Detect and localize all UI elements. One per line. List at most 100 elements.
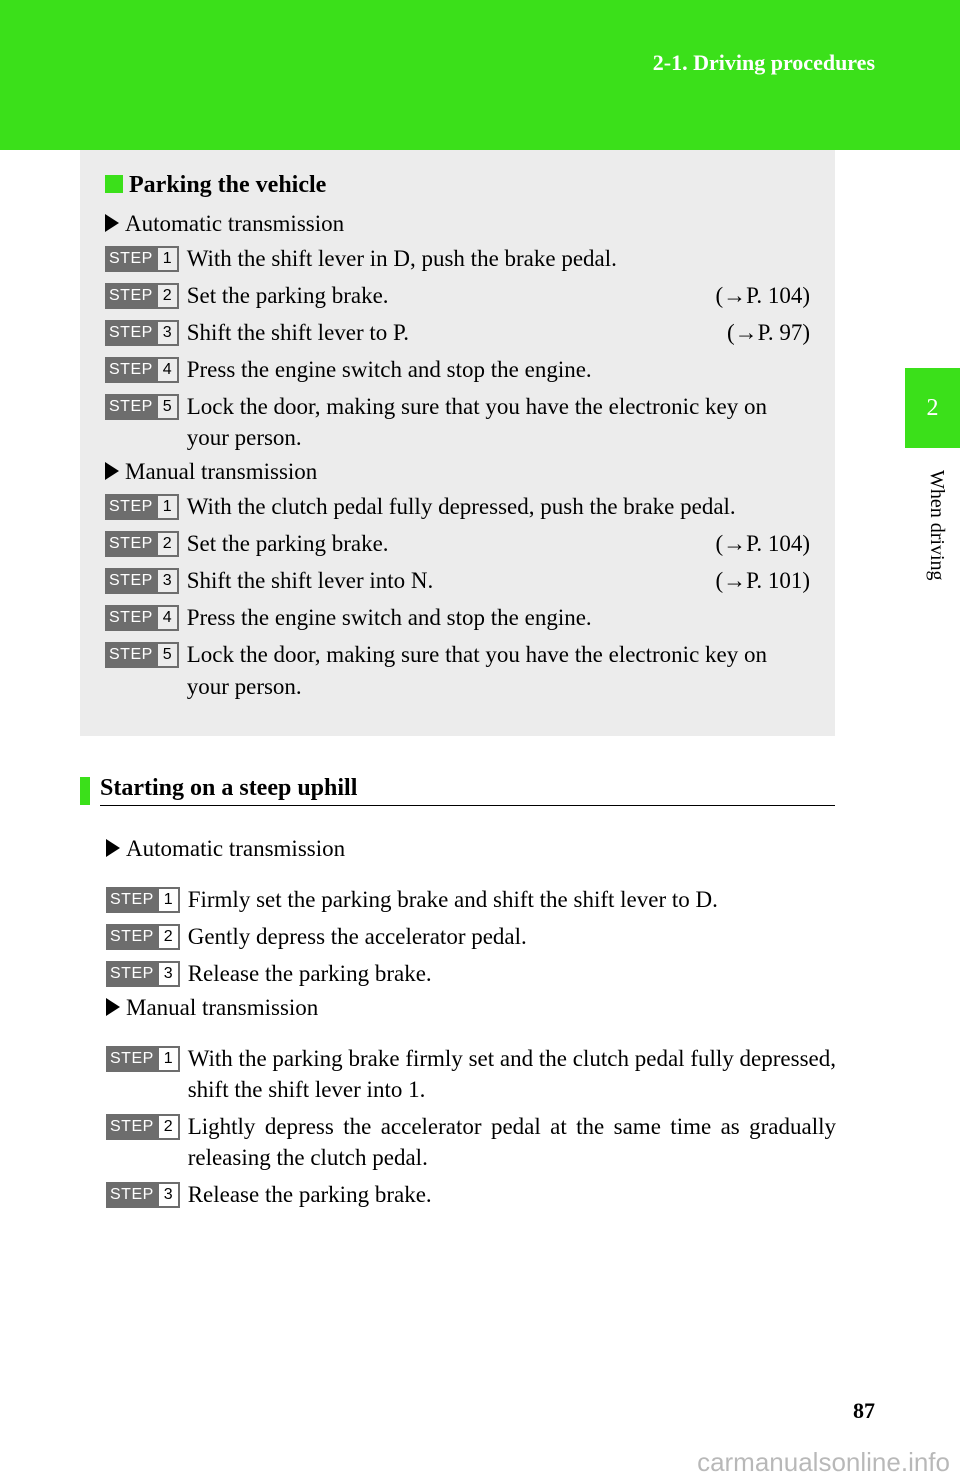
step-text: Lock the door, making sure that you have… <box>187 391 810 453</box>
step-row: STEP1 Firmly set the parking brake and sh… <box>106 884 836 915</box>
step-num: 2 <box>156 531 179 557</box>
step-word: STEP <box>105 531 156 557</box>
triangle-icon <box>105 214 119 232</box>
page-ref: (→P. 101) <box>715 565 810 596</box>
step-badge: STEP3 <box>106 1182 180 1208</box>
step-badge: STEP4 <box>105 357 179 383</box>
step-num: 3 <box>157 1182 180 1208</box>
step-badge: STEP1 <box>105 246 179 272</box>
step-word: STEP <box>105 642 156 668</box>
step-word: STEP <box>105 605 156 631</box>
auto-label-2: Automatic transmission <box>126 836 345 861</box>
triangle-icon <box>106 839 120 857</box>
heading-bar-icon <box>80 777 90 805</box>
step-row: STEP3 Release the parking brake. <box>106 958 836 989</box>
step-row: STEP4 Press the engine switch and stop th… <box>105 354 810 385</box>
page-ref: (→P. 104) <box>715 280 810 311</box>
step-text: Lightly depress the accelerator pedal at… <box>188 1111 836 1173</box>
step-num: 4 <box>156 357 179 383</box>
step-text: Firmly set the parking brake and shift t… <box>188 884 836 915</box>
parking-panel: Parking the vehicle Automatic transmissi… <box>80 150 835 736</box>
manual-label: Manual transmission <box>125 459 317 484</box>
step-num: 5 <box>156 642 179 668</box>
step-row: STEP1With the shift lever in D, push the… <box>105 243 810 274</box>
page-number: 87 <box>853 1398 875 1424</box>
step-word: STEP <box>105 394 156 420</box>
step-word: STEP <box>106 1114 157 1140</box>
auto-label: Automatic transmission <box>125 211 344 236</box>
step-num: 3 <box>157 961 180 987</box>
auto-subheading: Automatic transmission <box>105 211 810 237</box>
step-num: 3 <box>156 320 179 346</box>
step-num: 3 <box>156 568 179 594</box>
step-text: Set the parking brake. <box>187 280 389 311</box>
step-word: STEP <box>106 924 157 950</box>
square-bullet-icon <box>105 175 123 193</box>
step-row: STEP2 Set the parking brake. (→P. 104) <box>105 528 810 559</box>
step-text: Lock the door, making sure that you have… <box>187 639 810 701</box>
step-word: STEP <box>106 1046 157 1072</box>
step-word: STEP <box>105 283 156 309</box>
step-row: STEP2 Set the parking brake. (→P. 104) <box>105 280 810 311</box>
step-badge: STEP4 <box>105 605 179 631</box>
step-badge: STEP1 <box>106 1046 180 1072</box>
step-num: 2 <box>157 924 180 950</box>
step-text: Gently depress the accelerator pedal. <box>188 921 836 952</box>
step-word: STEP <box>105 320 156 346</box>
step-word: STEP <box>105 494 156 520</box>
step-text: Release the parking brake. <box>188 958 836 989</box>
step-num: 4 <box>156 605 179 631</box>
step-row: STEP1 With the parking brake firmly set a… <box>106 1043 836 1105</box>
step-word: STEP <box>105 568 156 594</box>
header-section-text: 2-1. Driving procedures <box>653 50 875 76</box>
watermark: carmanualsonline.info <box>697 1447 950 1478</box>
step-text: Set the parking brake. <box>187 528 389 559</box>
step-row: STEP5 Lock the door, making sure that you… <box>105 391 810 453</box>
chapter-label: When driving <box>925 470 948 581</box>
step-text: Shift the shift lever into N. <box>187 565 434 596</box>
step-badge: STEP1 <box>106 887 180 913</box>
step-badge: STEP2 <box>105 531 179 557</box>
step-num: 2 <box>157 1114 180 1140</box>
step-badge: STEP2 <box>105 283 179 309</box>
step-text: Press the engine switch and stop the eng… <box>187 354 810 385</box>
step-num: 1 <box>156 494 179 520</box>
step-text: Release the parking brake. <box>188 1179 836 1210</box>
page-ref: (→P. 104) <box>715 528 810 559</box>
step-badge: STEP3 <box>105 320 179 346</box>
step-badge: STEP1 <box>105 494 179 520</box>
step-word: STEP <box>106 961 157 987</box>
step-badge: STEP5 <box>105 642 179 668</box>
step-num: 5 <box>156 394 179 420</box>
step-text: Shift the shift lever to P. <box>187 317 409 348</box>
step-word: STEP <box>106 1182 157 1208</box>
page-ref: (→P. 97) <box>727 317 810 348</box>
uphill-block: Automatic transmission STEP1Firmly set t… <box>106 830 836 1216</box>
step-row: STEP3 Shift the shift lever into N. (→P. 1… <box>105 565 810 596</box>
chapter-tab: 2 <box>905 368 960 448</box>
section-heading: Starting on a steep uphill <box>80 775 835 806</box>
auto-subheading-2: Automatic transmission <box>106 836 836 862</box>
panel-title-text: Parking the vehicle <box>129 172 326 198</box>
step-row: STEP2 Gently depress the accelerator peda… <box>106 921 836 952</box>
step-num: 1 <box>157 1046 180 1072</box>
step-word: STEP <box>105 357 156 383</box>
triangle-icon <box>105 462 119 480</box>
step-text: With the clutch pedal fully depressed, p… <box>187 491 810 522</box>
step-word: STEP <box>105 246 156 272</box>
manual-subheading-2: Manual transmission <box>106 995 836 1021</box>
step-row: STEP3 Release the parking brake. <box>106 1179 836 1210</box>
step-row: STEP3 Shift the shift lever to P. (→P. 97) <box>105 317 810 348</box>
section-heading-text: Starting on a steep uphill <box>100 775 835 806</box>
step-badge: STEP2 <box>106 1114 180 1140</box>
panel-title: Parking the vehicle <box>105 172 810 199</box>
step-row: STEP1 With the clutch pedal fully depress… <box>105 491 810 522</box>
step-text: Press the engine switch and stop the eng… <box>187 602 810 633</box>
triangle-icon <box>106 998 120 1016</box>
step-num: 1 <box>157 887 180 913</box>
step-text: With the parking brake firmly set and th… <box>188 1043 836 1105</box>
manual-subheading: Manual transmission <box>105 459 810 485</box>
step-badge: STEP2 <box>106 924 180 950</box>
step-row: STEP5 Lock the door, making sure that you… <box>105 639 810 701</box>
step-row: STEP4 Press the engine switch and stop th… <box>105 602 810 633</box>
